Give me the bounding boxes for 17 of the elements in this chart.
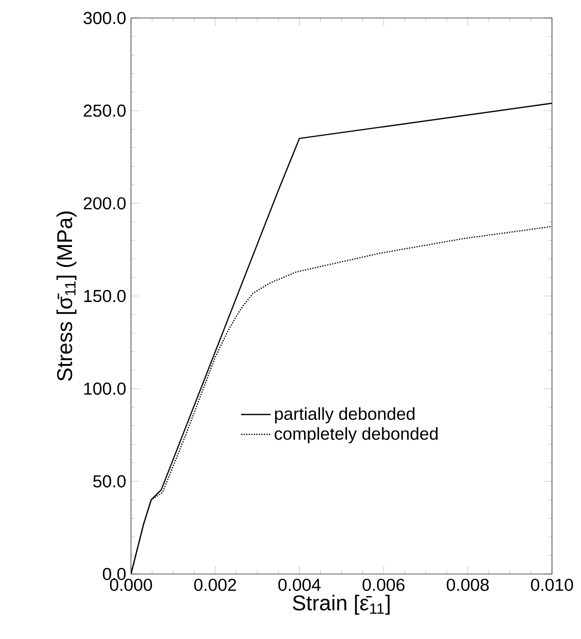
- x-tick-label: 0.002: [194, 578, 236, 591]
- y-axis-title: Stress [σ̄$_{11}$] (MPa): [56, 212, 76, 381]
- y-tick-label: 200.0: [84, 197, 126, 210]
- y-tick-label: 300.0: [84, 12, 126, 24]
- y-tick-label: 250.0: [84, 104, 126, 117]
- y-tick-label: 150.0: [84, 290, 126, 302]
- x-tick-label: 0.008: [446, 578, 489, 591]
- x-tick-label: 0.006: [362, 578, 405, 591]
- y-tick-label: 0.0: [102, 568, 126, 580]
- legend-label: partially debonded: [275, 407, 414, 424]
- x-tick-label: 0.004: [278, 578, 321, 591]
- y-tick-label: 100.0: [84, 382, 126, 395]
- x-tick-label: 0.000: [110, 578, 152, 591]
- x-axis-title: Strain [ε̄$_{11}$]: [292, 594, 390, 615]
- y-tick-label: 50.0: [93, 475, 126, 488]
- x-tick-label: 0.010: [530, 578, 574, 591]
- legend-label: completely debonded: [274, 427, 438, 444]
